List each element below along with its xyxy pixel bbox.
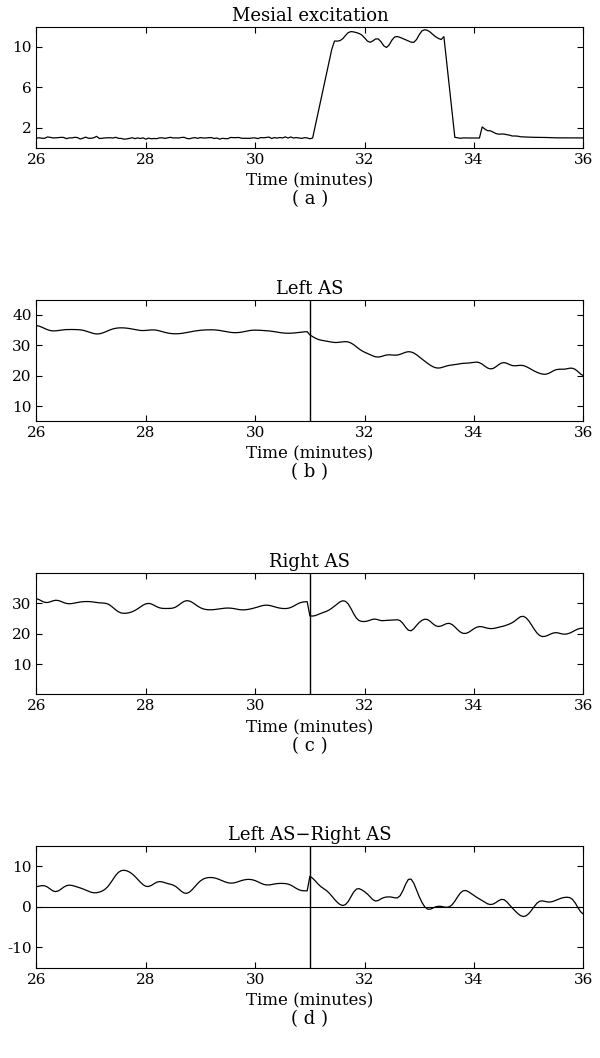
- X-axis label: Time (minutes): Time (minutes): [246, 992, 374, 1009]
- Title: Left AS: Left AS: [276, 280, 344, 298]
- Text: ( b ): ( b ): [292, 463, 328, 481]
- Title: Right AS: Right AS: [269, 553, 350, 571]
- Title: Left AS−Right AS: Left AS−Right AS: [228, 826, 392, 844]
- Text: ( d ): ( d ): [292, 1009, 328, 1027]
- Text: ( c ): ( c ): [292, 736, 328, 754]
- X-axis label: Time (minutes): Time (minutes): [246, 445, 374, 462]
- X-axis label: Time (minutes): Time (minutes): [246, 718, 374, 736]
- Text: ( a ): ( a ): [292, 190, 328, 208]
- X-axis label: Time (minutes): Time (minutes): [246, 172, 374, 189]
- Title: Mesial excitation: Mesial excitation: [232, 7, 388, 25]
